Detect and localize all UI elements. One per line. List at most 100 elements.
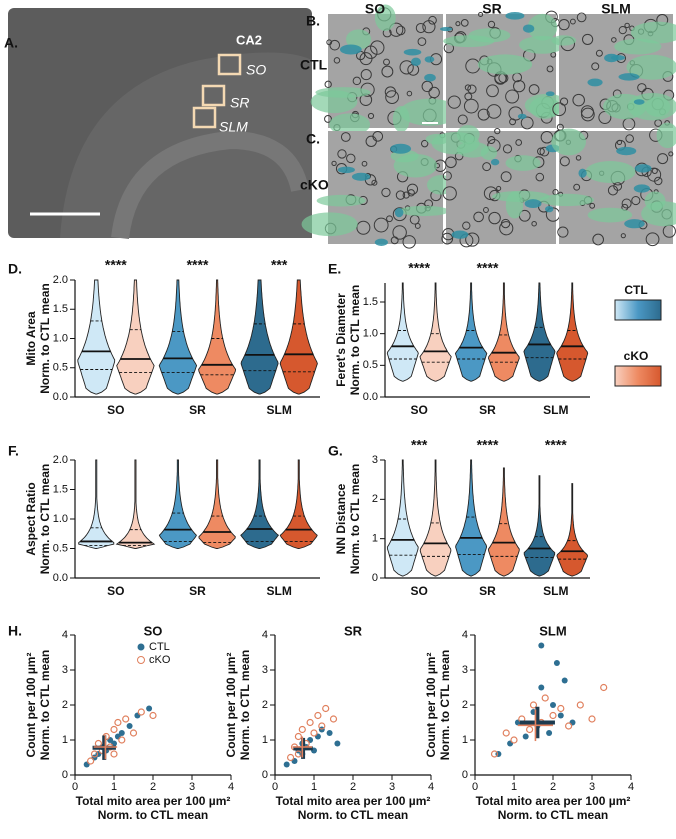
y-tick-label: 0.0 [53,572,68,584]
micro-texture [337,149,347,159]
micro-texture [595,49,603,57]
significance: *** [271,257,288,273]
micro-texture [447,95,461,109]
scatter-point [502,729,510,737]
micro-texture [473,211,484,223]
scatter-point [541,694,549,702]
micro-texture [383,58,390,66]
scatter-point [329,715,338,723]
micro-texture [488,211,501,225]
y-tick-label: 1 [62,734,68,746]
violin [523,475,556,577]
mito-overlay [618,73,640,81]
mito-overlay [616,146,637,156]
dendrite-overlay [585,161,636,183]
y-tick-label: 4 [462,629,468,641]
micro-texture [487,135,496,144]
panel-label: G. [328,443,343,459]
y-tick-label: 4 [62,629,68,641]
panel-label: B. [306,13,320,29]
micro-texture [581,107,595,122]
micro-texture [620,233,626,239]
micro-texture [331,160,337,167]
y-axis-label: Norm. to CTL mean [38,464,52,574]
mito-overlay [545,205,554,213]
dendrite-overlay [539,193,595,207]
scatter-point [111,740,117,747]
significance: **** [545,437,567,453]
micro-texture [422,20,436,34]
dendrite-overlay [329,113,371,136]
x-axis-label: Norm. to CTL mean [298,808,408,822]
micro-texture [324,80,332,88]
micro-texture [465,232,480,247]
micro-texture [500,171,512,183]
scatter-point [549,711,557,720]
scatter-point [538,684,545,691]
y-tick-label: 1 [462,734,468,746]
mito-overlay [505,12,525,20]
y-tick-label: 1.0 [53,513,68,525]
x-tick-label: 1 [511,781,517,793]
y-axis-label: Feret's Diameter [334,293,348,387]
violin [78,459,115,549]
mito-overlay [439,26,453,32]
tissue-layer [111,130,309,240]
scatter-point [322,704,330,713]
y-axis-label: Norm. to CTL mean [348,285,362,395]
dendrite-overlay [346,29,372,50]
micro-texture [406,90,413,97]
dendrite-overlay [398,205,450,217]
scatter-point [314,711,322,720]
x-tick-label: SLM [543,584,568,598]
micro-texture [572,93,585,107]
scatter-point [334,740,341,747]
dendrite-overlay [468,28,511,43]
x-tick-label: 1 [311,781,317,793]
x-tick-label: 3 [189,781,195,793]
micro-texture [611,37,617,43]
mito-overlay [624,219,645,229]
mito-overlay [578,168,587,178]
dendrite-overlay [644,191,666,211]
micro-texture [637,83,647,93]
x-axis-label: Total mito area per 100 µm² [276,794,431,808]
scatter-point [507,740,514,747]
micro-texture [326,39,333,46]
dendrite-overlay [315,87,371,98]
micro-texture [624,22,630,29]
roi-box [201,84,226,107]
scatter-point [538,642,545,649]
y-axis-label: Count per 100 µm² [224,653,238,758]
y-axis-label: Norm. to CTL mean [348,464,362,574]
y-axis-label: Norm. to CTL mean [238,650,252,760]
micro-texture [621,198,632,209]
y-axis-label: Count per 100 µm² [424,653,438,758]
micro-texture [462,221,471,230]
scatter-point [137,708,145,716]
scatter-point [600,683,608,692]
micro-texture [607,185,619,196]
micro-texture [361,160,368,167]
scatter-point [564,722,573,730]
mito-overlay [403,48,422,56]
micro-texture [487,20,496,29]
micro-texture [552,102,567,117]
micro-texture [631,196,641,206]
micro-texture [402,235,416,249]
micro-texture [496,185,502,191]
scatter-point [314,733,321,740]
scatter-point [126,723,133,729]
legend-label: cKO [149,654,171,666]
mito-overlay [337,166,355,174]
micro-texture [592,233,604,246]
micro-texture [575,155,582,161]
y-tick-label: 1.5 [53,483,68,495]
scatter-point [83,761,90,768]
y-tick-label: 0 [262,769,268,781]
significance: **** [105,257,127,273]
legend-label: cKO [624,349,649,363]
violin [419,282,452,382]
micro-texture [421,80,433,93]
mito-overlay [374,238,388,246]
